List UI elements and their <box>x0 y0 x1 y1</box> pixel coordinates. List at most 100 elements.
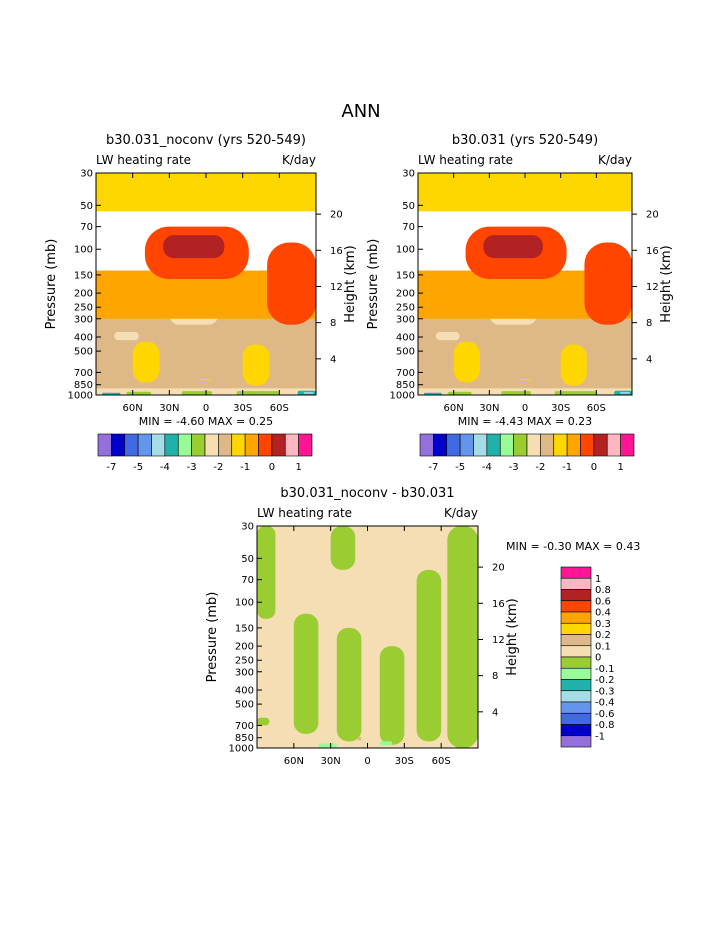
colorbar-swatch <box>499 433 514 457</box>
y-tick-label: 300 <box>235 667 254 678</box>
colorbar-label: 0 <box>595 653 601 664</box>
y-tick-label: 850 <box>235 733 254 744</box>
colorbar-label: -1 <box>595 731 605 742</box>
colorbar-swatch <box>258 433 273 457</box>
contour-region <box>318 743 337 748</box>
chart-panel-3: b30.031_noconv - b30.031 LW heating rate K… <box>205 486 640 767</box>
colorbar-swatch <box>560 566 592 579</box>
y-tick-label: 70 <box>402 222 415 233</box>
colorbar-swatch <box>560 701 592 714</box>
colorbar-swatch <box>606 433 621 457</box>
contour-region <box>584 242 632 325</box>
contour-region <box>102 392 121 395</box>
y-tick-label: 300 <box>396 314 415 325</box>
colorbar-label: 0.6 <box>595 596 611 607</box>
contour-region <box>96 173 316 212</box>
colorbar-label: -5 <box>133 462 143 473</box>
contour-region <box>447 526 478 748</box>
colorbar-swatch <box>553 433 568 457</box>
contour-region <box>423 392 442 395</box>
colorbar-label: 0.3 <box>595 619 611 630</box>
colorbar-swatch <box>560 735 592 748</box>
contour-field <box>257 526 478 748</box>
contour-region <box>336 627 362 742</box>
height-tick-label: 4 <box>492 707 498 718</box>
colorbar-label: 0.8 <box>595 585 611 596</box>
chart-subtitle-left: LW heating rate <box>418 153 513 167</box>
colorbar-label: -3 <box>509 462 519 473</box>
y-tick-label: 250 <box>396 303 415 314</box>
colorbar-swatch <box>298 433 313 457</box>
colorbar-swatch <box>191 433 206 457</box>
y-tick-label: 100 <box>74 245 93 256</box>
colorbar-label: 0.2 <box>595 630 611 641</box>
colorbar-label: -0.6 <box>595 709 615 720</box>
colorbar-swatch <box>566 433 581 457</box>
x-tick-label: 60N <box>444 403 464 414</box>
x-tick-label: 60S <box>432 756 451 767</box>
y-tick-label: 100 <box>396 245 415 256</box>
colorbar-label: 0 <box>269 462 275 473</box>
x-tick-label: 30N <box>159 403 179 414</box>
colorbar-swatch <box>540 433 555 457</box>
chart-units: K/day <box>598 153 632 167</box>
height-tick-label: 16 <box>646 246 659 257</box>
contour-region <box>453 341 480 383</box>
height-tick-label: 12 <box>330 282 343 293</box>
colorbar-label: -5 <box>455 462 465 473</box>
y-tick-label: 50 <box>402 201 415 212</box>
colorbar-swatch <box>231 433 246 457</box>
colorbar-swatch <box>137 433 152 457</box>
x-tick-label: 0 <box>364 756 370 767</box>
colorbar-swatch <box>218 433 233 457</box>
colorbar-swatch <box>560 712 592 725</box>
x-tick-label: 60N <box>284 756 304 767</box>
contour-region <box>560 344 587 386</box>
height-tick-label: 20 <box>330 210 343 221</box>
y-tick-label: 500 <box>74 347 93 358</box>
min-max-label: MIN = -4.43 MAX = 0.23 <box>458 415 592 428</box>
colorbar-swatch <box>164 433 179 457</box>
contour-region <box>257 526 478 748</box>
height-tick-label: 16 <box>330 246 343 257</box>
height-tick-label: 12 <box>646 282 659 293</box>
y-tick-label: 30 <box>402 169 415 180</box>
colorbar-swatch <box>124 433 139 457</box>
colorbar-swatch <box>560 577 592 590</box>
contour-region <box>236 391 280 395</box>
x-tick-label: 30S <box>395 756 414 767</box>
y-tick-label: 700 <box>235 721 254 732</box>
colorbar-swatch <box>473 433 488 457</box>
contour-region <box>357 736 362 741</box>
height-axis-title: Height (km) <box>505 598 520 675</box>
colorbar-label: -2 <box>213 462 223 473</box>
contour-region <box>163 235 225 259</box>
colorbar-swatch <box>560 622 592 635</box>
colorbar-label: -0.2 <box>595 675 615 686</box>
height-tick-label: 8 <box>330 318 336 329</box>
colorbar-label: 0.1 <box>595 641 611 652</box>
colorbar-swatch <box>620 433 635 457</box>
y-tick-label: 1000 <box>390 391 415 402</box>
y-tick-label: 70 <box>80 222 93 233</box>
colorbar-swatch <box>97 433 112 457</box>
colorbar-swatch <box>486 433 501 457</box>
colorbar-label: -2 <box>535 462 545 473</box>
y-axis-title: Pressure (mb) <box>205 592 220 683</box>
chart-panel-1: b30.031_noconv (yrs 520-549) LW heating r… <box>44 133 358 473</box>
colorbar-label: 1 <box>617 462 623 473</box>
chart-subtitle-left: LW heating rate <box>257 506 352 520</box>
contour-region <box>199 379 213 381</box>
x-tick-label: 60S <box>587 403 606 414</box>
contour-region <box>242 344 270 386</box>
y-tick-label: 30 <box>80 169 93 180</box>
height-axis-title: Height (km) <box>343 245 358 322</box>
contour-region <box>303 392 314 394</box>
contour-region <box>257 717 270 726</box>
y-tick-label: 850 <box>396 380 415 391</box>
x-tick-label: 60N <box>123 403 143 414</box>
y-axis-title: Pressure (mb) <box>44 239 59 330</box>
height-tick-label: 16 <box>492 599 505 610</box>
chart-units: K/day <box>282 153 316 167</box>
